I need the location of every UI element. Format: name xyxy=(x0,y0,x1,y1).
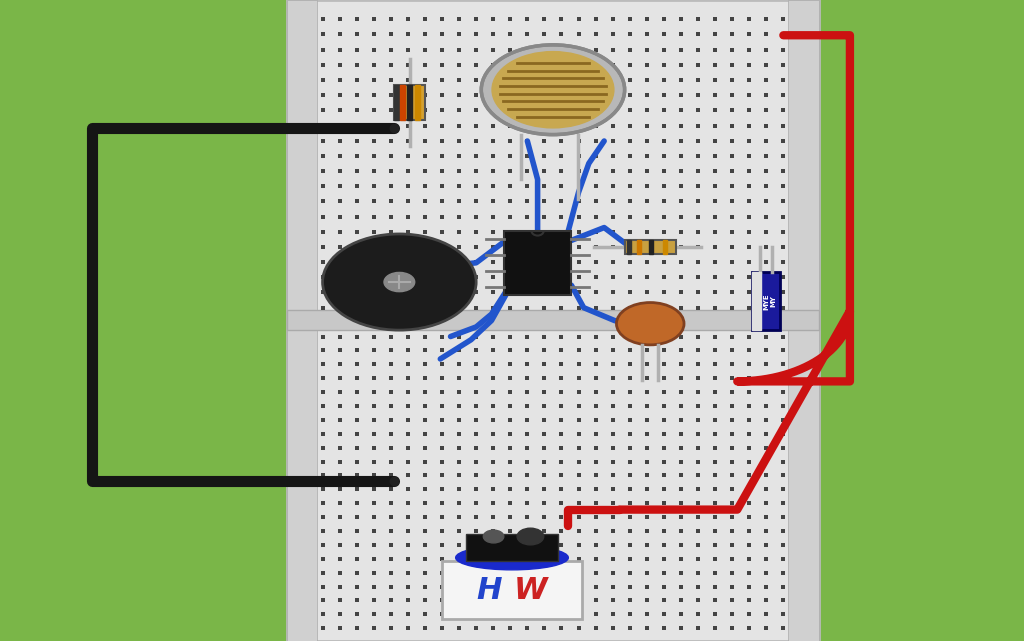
Bar xyxy=(788,0,819,641)
Bar xyxy=(505,231,571,295)
Circle shape xyxy=(616,303,684,345)
Bar xyxy=(287,310,819,330)
Bar xyxy=(393,85,398,121)
Bar xyxy=(415,85,420,121)
Bar xyxy=(627,240,631,254)
Ellipse shape xyxy=(456,545,568,570)
Bar xyxy=(752,272,780,330)
Text: W: W xyxy=(514,576,547,605)
Circle shape xyxy=(483,530,504,543)
Circle shape xyxy=(323,234,476,330)
Bar xyxy=(394,85,425,121)
Bar xyxy=(408,85,413,121)
Circle shape xyxy=(493,52,614,128)
Text: MYE
MY: MYE MY xyxy=(764,293,777,310)
Bar xyxy=(625,240,676,254)
Bar xyxy=(752,272,761,330)
Circle shape xyxy=(517,528,544,545)
Bar xyxy=(442,561,582,619)
Circle shape xyxy=(384,272,415,292)
Bar xyxy=(287,0,819,641)
Bar xyxy=(287,0,317,641)
Text: H: H xyxy=(477,576,502,605)
Bar xyxy=(663,240,667,254)
Bar xyxy=(649,240,653,254)
Bar xyxy=(399,85,404,121)
Circle shape xyxy=(481,45,625,135)
Bar xyxy=(466,534,558,561)
Bar xyxy=(637,240,641,254)
